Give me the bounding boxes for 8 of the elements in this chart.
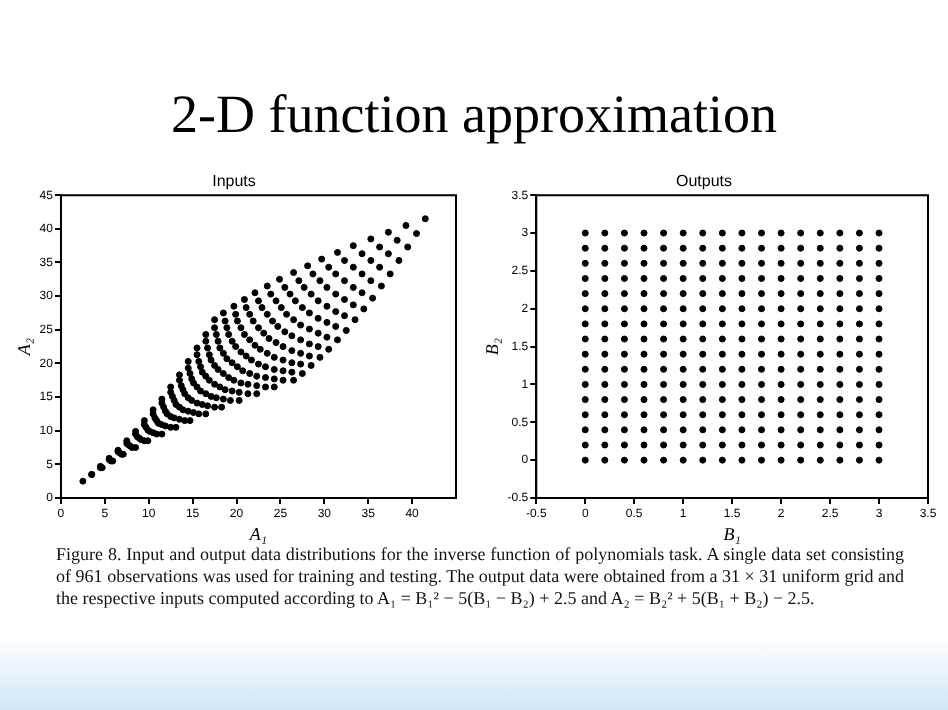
y-axis-title: A₂ <box>13 337 34 358</box>
chart-title: Outputs <box>675 172 733 191</box>
y-axis-title: B₂ <box>481 337 502 356</box>
text: 2-D function approximation <box>169 84 779 146</box>
x-axis-title: B₁ <box>723 523 741 544</box>
caption: Figure 8. Input and output data distributions for the inverse function of polynomials task. A single data set consisting of 961 observations was used for training and testing. The output data were obtained from a 31 × 31 uniform grid and the respective inputs computed according to A₁ = B₁² − 5(B₁ − B₂) + 2.5 and A₂ = B₂² + 5(B₁ + B₂) − 2.5. <box>56 544 904 610</box>
x-axis-title: A₁ <box>247 523 268 544</box>
chart-title: Inputs <box>212 172 256 191</box>
